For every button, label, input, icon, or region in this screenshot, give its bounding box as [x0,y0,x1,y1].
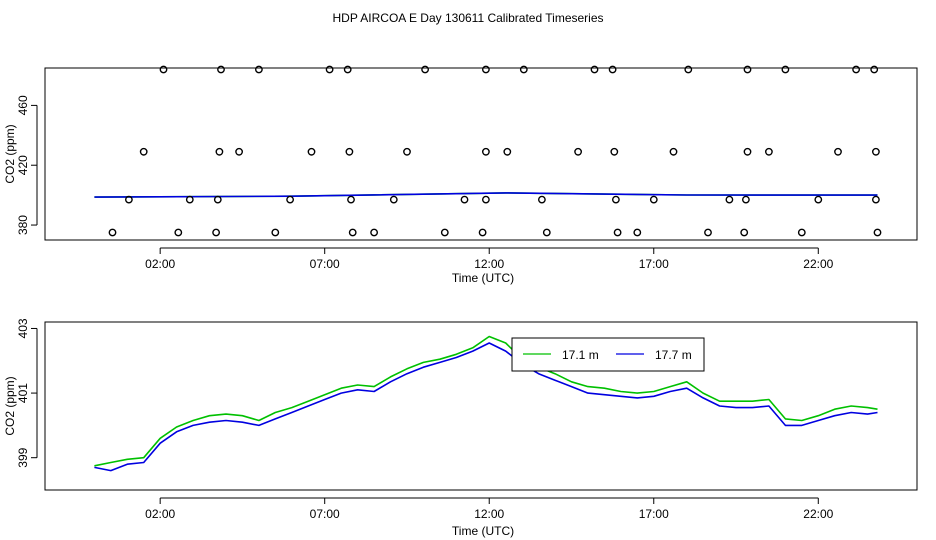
data-point-high [519,65,528,74]
x-tick-label-bottom: 17:00 [639,507,669,521]
x-axis-label-top: Time (UTC) [452,271,514,285]
x-tick-label-top: 22:00 [803,257,833,271]
data-point-low [612,195,620,204]
legend: 17.1 m 17.7 m [511,337,705,372]
data-point-vlow [174,228,183,237]
legend-label-17-1m: 17.1 m [562,348,599,362]
x-tick-label-top: 12:00 [474,257,504,271]
data-point-high [590,65,599,74]
axes-bottom: 02:00 07:00 12:00 17:00 22:00 399 401 403 [16,318,834,521]
data-point-low [872,195,880,204]
panel-top: 02:00 07:00 12:00 17:00 22:00 380 420 460 Time … [3,65,918,285]
data-point-vlow [348,228,357,237]
data-point-low [286,195,294,204]
data-point-mid [307,147,316,156]
data-point-vlow [740,228,749,237]
data-point-low [185,195,194,204]
series-line-bottom-1 [94,342,878,472]
data-point-mid [872,147,880,156]
data-point-vlow [440,228,449,237]
data-point-vlow [613,228,622,237]
y-tick-label-bottom: 401 [16,383,30,403]
data-point-mid [834,147,842,156]
data-point-high [781,65,790,74]
data-point-low [389,195,398,204]
x-axis-label-bottom: Time (UTC) [452,524,514,538]
x-tick-label-bottom: 07:00 [310,507,340,521]
plot-frame-top [44,67,918,241]
x-tick-label-top: 02:00 [145,257,175,271]
data-point-mid [481,147,490,156]
data-point-high [421,65,429,74]
x-tick-label-bottom: 02:00 [145,507,175,521]
data-point-low [481,195,490,204]
data-point-low [725,195,734,204]
axes-top: 02:00 07:00 12:00 17:00 22:00 380 420 460 [16,95,834,271]
data-point-low [649,195,658,204]
y-tick-label-top: 460 [16,95,30,115]
data-point-low [814,195,823,204]
data-point-mid [765,147,773,156]
series-layer-bottom [94,335,878,472]
data-point-low [347,195,355,204]
data-point-high [159,65,168,74]
legend-label-17-7m: 17.7 m [655,348,692,362]
data-point-vlow [873,228,882,237]
y-tick-label-bottom: 399 [16,447,30,467]
panel-bottom: 02:00 07:00 12:00 17:00 22:00 399 401 403 Time … [3,318,918,538]
data-point-mid [610,147,619,156]
data-point-mid [503,147,512,156]
data-point-mid [574,147,582,156]
data-point-high [217,65,225,74]
data-point-mid [669,147,678,156]
series-line-top-1 [94,192,878,198]
data-point-high [325,65,334,74]
x-tick-label-bottom: 12:00 [474,507,504,521]
plot-frame-bottom [44,321,918,491]
data-point-mid [139,147,148,156]
data-point-vlow [478,228,487,237]
x-tick-label-top: 07:00 [310,257,340,271]
series-line-bottom-0 [94,335,878,467]
chart-title: HDP AIRCOA E Day 130611 Calibrated Times… [332,11,603,25]
data-point-mid [345,147,354,156]
data-point-low [742,195,750,204]
data-point-vlow [542,228,551,237]
data-point-vlow [212,228,221,237]
data-point-vlow [704,228,712,237]
data-point-low [124,195,133,204]
data-point-high [743,65,752,74]
y-axis-label-bottom: CO2 (ppm) [3,376,17,435]
data-point-high [684,65,693,74]
data-point-high [254,65,263,74]
data-point-low [213,195,222,204]
series-layer-top [94,192,878,198]
data-point-high [870,65,879,74]
y-tick-label-top: 380 [16,215,30,235]
data-point-vlow [370,228,378,237]
data-point-high [343,65,352,74]
data-point-vlow [271,228,280,237]
data-point-vlow [797,228,806,237]
x-tick-label-top: 17:00 [639,257,669,271]
points-layer-top [108,65,882,237]
y-axis-label-top: CO2 (ppm) [3,124,17,183]
y-tick-label-bottom: 403 [16,318,30,338]
data-point-mid [215,147,224,156]
data-point-mid [403,147,411,156]
data-point-vlow [633,228,642,237]
y-tick-label-top: 420 [16,155,30,175]
data-point-vlow [108,228,117,237]
data-point-mid [235,147,244,156]
data-point-low [538,195,546,204]
data-point-low [460,195,469,204]
data-point-high [852,65,860,74]
data-point-high [481,65,490,74]
data-point-mid [743,147,752,156]
data-point-high [608,65,617,74]
x-tick-label-bottom: 22:00 [803,507,833,521]
